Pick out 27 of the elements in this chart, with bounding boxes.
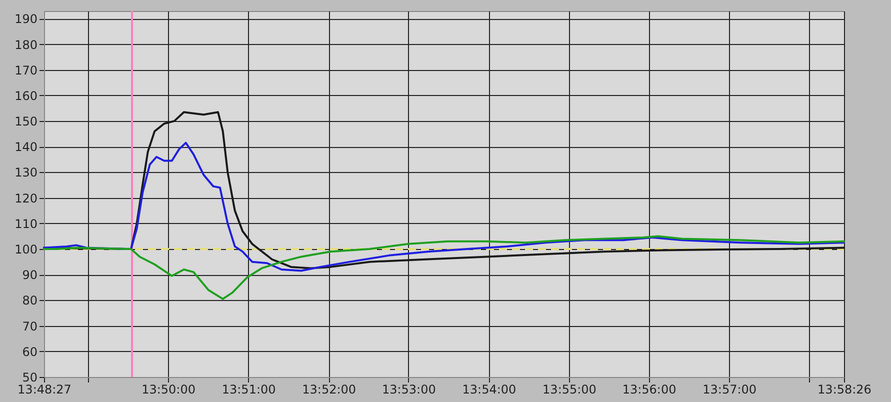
y-tick-label: 90 (22, 268, 38, 282)
y-tick-label: 70 (22, 319, 38, 334)
y-tick-label: 140 (14, 140, 38, 154)
y-tick-label: 80 (22, 294, 38, 308)
y-tick-label: 150 (14, 114, 38, 129)
x-tick-label: 13:56:00 (622, 382, 676, 396)
y-tick-label: 110 (14, 216, 38, 231)
y-tick-label: 50 (22, 370, 38, 384)
x-tick-label: 13:51:00 (222, 382, 276, 396)
y-tick-label: 180 (14, 38, 38, 52)
y-tick-label: 160 (14, 88, 38, 103)
y-tick-label: 130 (14, 166, 38, 180)
y-tick-label: 100 (14, 242, 38, 257)
x-tick-label: 13:54:00 (462, 382, 516, 396)
x-tick-label: 13:57:00 (702, 382, 757, 396)
y-tick-label: 60 (22, 344, 38, 359)
x-tick-label: 13:48:27 (18, 382, 72, 396)
x-tick-label: 13:53:00 (382, 382, 436, 396)
line-series (43, 142, 845, 272)
x-tick-label: 13:55:00 (542, 382, 596, 396)
x-tick-label: 13:52:00 (302, 382, 356, 396)
x-tick-label: 13:58:26 (818, 382, 872, 396)
y-tick-label: 190 (14, 12, 38, 26)
x-tick-label: 13:50:00 (142, 382, 196, 396)
line-series (43, 235, 845, 300)
y-tick-label: 120 (14, 191, 38, 206)
y-tick-label: 170 (14, 63, 38, 78)
